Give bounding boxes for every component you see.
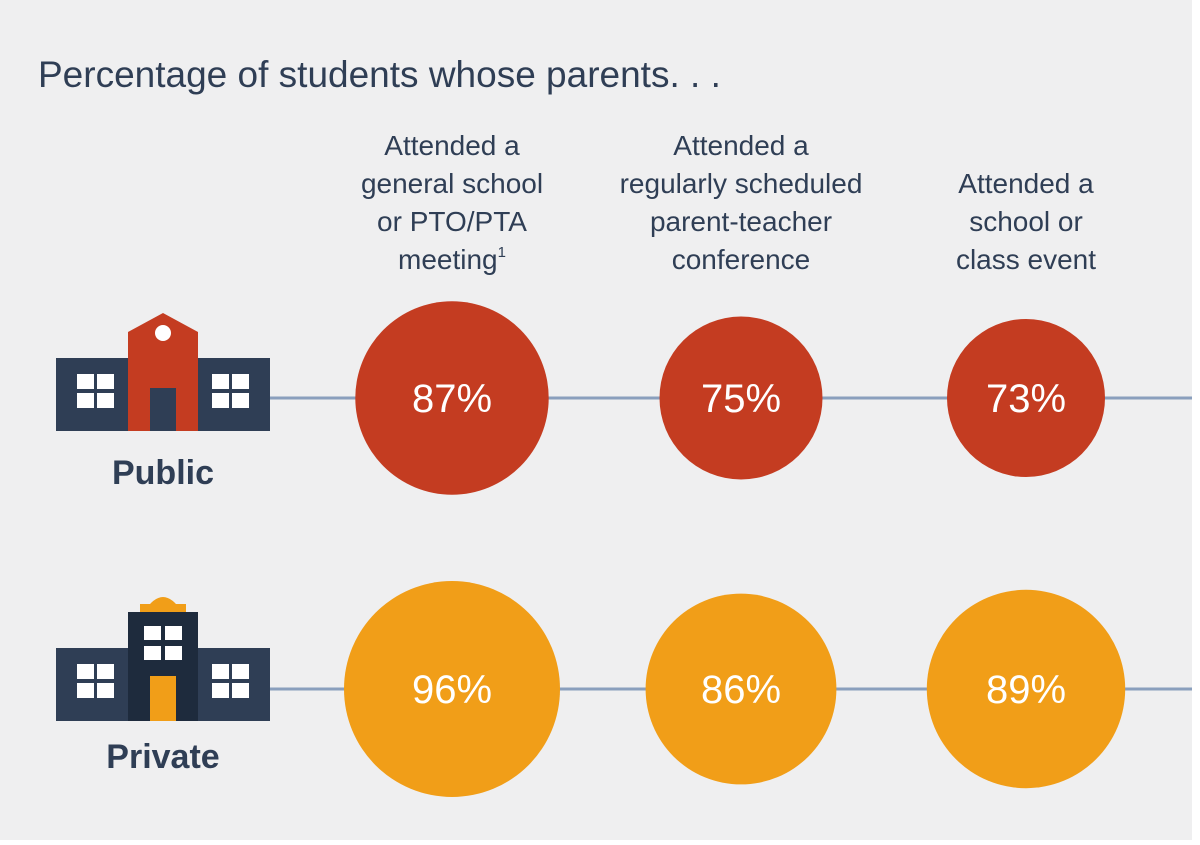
footnote-marker: 1 [498, 244, 506, 261]
row-label-private: Private [106, 738, 219, 776]
category-header-1-line-2: general school [361, 168, 543, 199]
bubble-private-3 [926, 589, 1126, 789]
bubble-public-2 [659, 316, 823, 480]
category-header-2-line-3: parent-teacher [650, 206, 832, 237]
bubble-private-1 [344, 581, 560, 797]
category-header-3-line-1: Attended a [958, 168, 1094, 199]
category-header-2-line-1: Attended a [673, 130, 809, 161]
private-school-building-icon [56, 597, 270, 721]
bubble-label-private-1: 96% [412, 668, 492, 712]
bubble-public-3 [947, 319, 1105, 477]
bubble-label-private-2: 86% [701, 668, 781, 712]
category-header-2-line-4: conference [672, 244, 811, 275]
bubble-label-public-1: 87% [412, 377, 492, 421]
category-header-1-line-4: meeting1 [398, 244, 506, 275]
category-header-3-line-2: school or [969, 206, 1083, 237]
bubble-private-2 [645, 593, 837, 785]
chart-title: Percentage of students whose parents. . … [38, 54, 721, 95]
bubble-label-public-2: 75% [701, 377, 781, 421]
category-header-1-line-1: Attended a [384, 130, 520, 161]
public-school-building-icon [56, 313, 270, 431]
category-header-3-line-3: class event [956, 244, 1096, 275]
row-label-public: Public [112, 454, 214, 492]
category-headers: Attended a general school or PTO/PTA meetin… [361, 130, 1096, 275]
category-header-2-line-2: regularly scheduled [620, 168, 863, 199]
bubble-label-public-3: 73% [986, 377, 1066, 421]
bubble-public-1 [355, 301, 549, 495]
category-header-1-line-3: or PTO/PTA [377, 206, 527, 237]
bubble-label-private-3: 89% [986, 668, 1066, 712]
data-bubbles: 87% 75% 73% 96% 86% 89% [344, 301, 1126, 797]
